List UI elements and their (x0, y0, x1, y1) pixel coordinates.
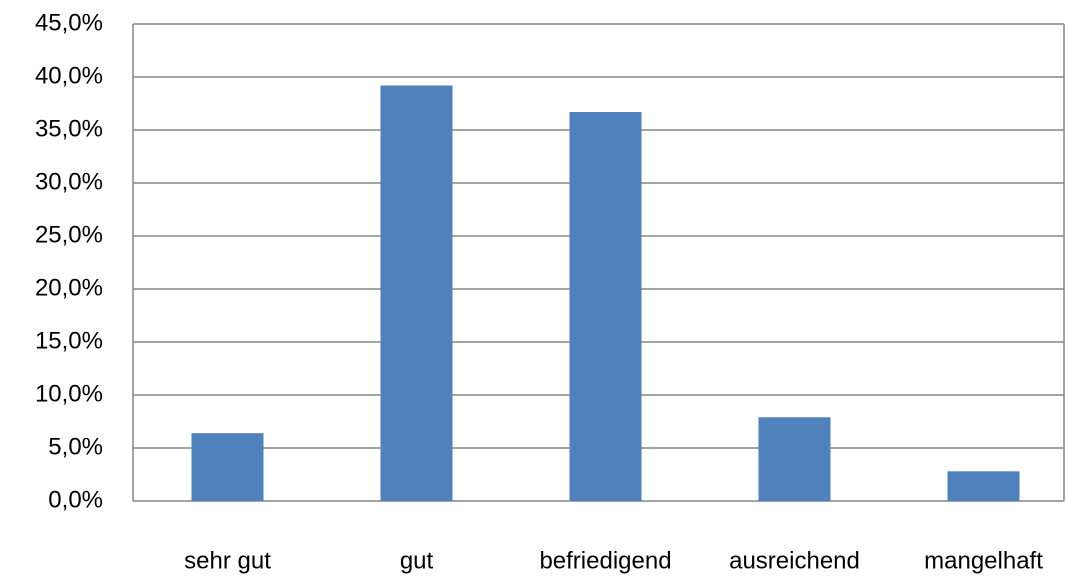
bar (947, 471, 1020, 501)
y-tick-label: 40,0% (35, 62, 103, 89)
y-tick-label: 10,0% (35, 380, 103, 407)
y-tick-label: 20,0% (35, 274, 103, 301)
bar (758, 417, 831, 501)
x-tick-label: ausreichend (729, 547, 860, 574)
bar (569, 111, 642, 501)
y-tick-label: 35,0% (35, 115, 103, 142)
x-tick-label: sehr gut (184, 547, 271, 574)
bar (380, 85, 453, 501)
x-tick-label: gut (400, 547, 434, 574)
y-tick-label: 25,0% (35, 221, 103, 248)
x-tick-label: mangelhaft (924, 547, 1043, 574)
y-tick-label: 5,0% (48, 433, 103, 460)
y-tick-label: 45,0% (35, 9, 103, 36)
y-tick-label: 30,0% (35, 168, 103, 195)
y-tick-label: 0,0% (48, 486, 103, 513)
bar (191, 433, 264, 501)
x-tick-label: befriedigend (539, 547, 671, 574)
y-tick-label: 15,0% (35, 327, 103, 354)
